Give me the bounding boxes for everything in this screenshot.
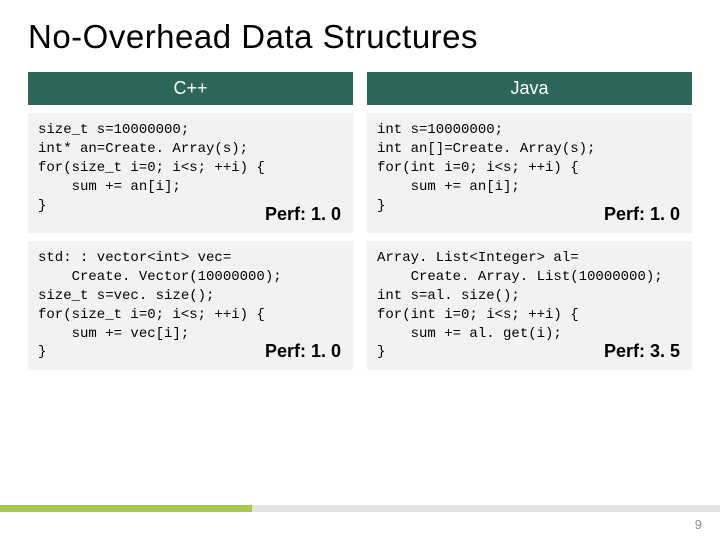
column-header-cpp: C++ bbox=[28, 72, 353, 105]
perf-label: Perf: 1. 0 bbox=[265, 341, 341, 362]
code-snippet: int s=10000000; int an[]=Create. Array(s… bbox=[377, 121, 682, 215]
code-cell-java-array: int s=10000000; int an[]=Create. Array(s… bbox=[367, 113, 692, 233]
footer-accent-band bbox=[0, 505, 720, 512]
perf-label: Perf: 1. 0 bbox=[265, 204, 341, 225]
perf-label: Perf: 1. 0 bbox=[604, 204, 680, 225]
code-cell-cpp-vector: std: : vector<int> vec= Create. Vector(1… bbox=[28, 241, 353, 370]
slide-title: No-Overhead Data Structures bbox=[28, 18, 692, 56]
slide: No-Overhead Data Structures C++ Java siz… bbox=[0, 0, 720, 540]
code-cell-cpp-array: size_t s=10000000; int* an=Create. Array… bbox=[28, 113, 353, 233]
code-cell-java-list: Array. List<Integer> al= Create. Array. … bbox=[367, 241, 692, 370]
page-number: 9 bbox=[695, 517, 702, 532]
code-snippet: size_t s=10000000; int* an=Create. Array… bbox=[38, 121, 343, 215]
column-header-java: Java bbox=[367, 72, 692, 105]
comparison-grid: C++ Java size_t s=10000000; int* an=Crea… bbox=[28, 72, 692, 370]
perf-label: Perf: 3. 5 bbox=[604, 341, 680, 362]
